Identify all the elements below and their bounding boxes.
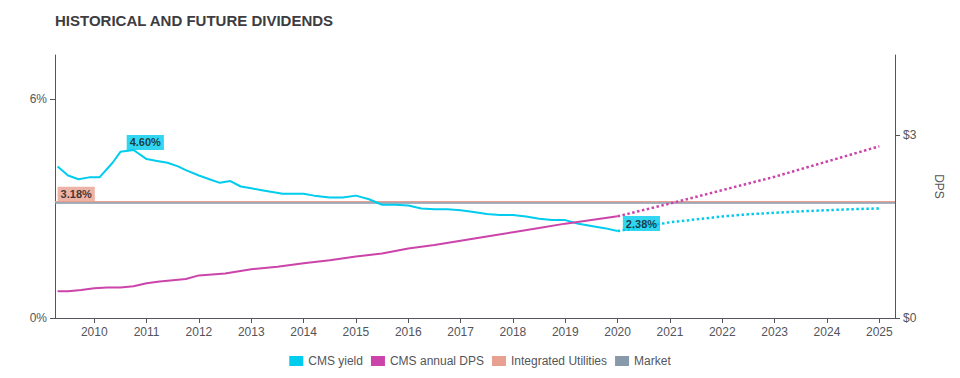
svg-text:2023: 2023 bbox=[761, 325, 788, 339]
svg-text:2022: 2022 bbox=[709, 325, 736, 339]
svg-text:3.18%: 3.18% bbox=[61, 188, 92, 200]
svg-text:2024: 2024 bbox=[814, 325, 841, 339]
svg-text:2014: 2014 bbox=[290, 325, 317, 339]
svg-text:2016: 2016 bbox=[395, 325, 422, 339]
svg-text:DPS: DPS bbox=[932, 174, 946, 199]
svg-text:2020: 2020 bbox=[604, 325, 631, 339]
svg-text:Integrated Utilities: Integrated Utilities bbox=[511, 354, 607, 368]
svg-text:$0: $0 bbox=[903, 311, 917, 325]
svg-text:$3: $3 bbox=[903, 128, 917, 142]
svg-text:2019: 2019 bbox=[552, 325, 579, 339]
svg-text:CMS yield: CMS yield bbox=[308, 354, 363, 368]
svg-text:2013: 2013 bbox=[238, 325, 265, 339]
svg-text:Market: Market bbox=[634, 354, 671, 368]
svg-text:2018: 2018 bbox=[500, 325, 527, 339]
svg-text:2012: 2012 bbox=[186, 325, 213, 339]
svg-text:6%: 6% bbox=[30, 92, 48, 106]
svg-text:2011: 2011 bbox=[134, 325, 160, 339]
svg-text:2017: 2017 bbox=[447, 325, 474, 339]
svg-text:0%: 0% bbox=[30, 311, 48, 325]
svg-text:CMS annual DPS: CMS annual DPS bbox=[390, 354, 484, 368]
svg-text:2.38%: 2.38% bbox=[626, 218, 657, 230]
svg-text:2010: 2010 bbox=[81, 325, 108, 339]
svg-text:HISTORICAL AND FUTURE DIVIDEND: HISTORICAL AND FUTURE DIVIDENDS bbox=[55, 12, 333, 29]
svg-text:2025: 2025 bbox=[866, 325, 893, 339]
svg-text:2021: 2021 bbox=[657, 325, 684, 339]
svg-text:4.60%: 4.60% bbox=[130, 136, 161, 148]
svg-text:2015: 2015 bbox=[343, 325, 370, 339]
